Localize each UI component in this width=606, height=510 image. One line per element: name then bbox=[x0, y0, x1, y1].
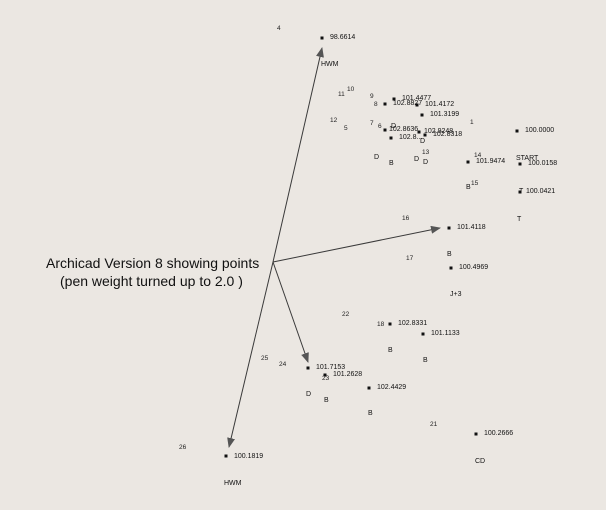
point-marker bbox=[450, 267, 453, 270]
code-label: B bbox=[368, 410, 373, 417]
code-label: D bbox=[423, 159, 428, 166]
elevation-value: 101.1133 bbox=[431, 330, 460, 337]
point-marker bbox=[467, 161, 470, 164]
point-marker bbox=[384, 129, 387, 132]
point-id: 18 bbox=[377, 321, 385, 328]
point-id: 4 bbox=[277, 25, 281, 32]
code-label: START bbox=[516, 155, 539, 162]
code-label: T bbox=[519, 188, 524, 195]
code-label: D bbox=[391, 123, 396, 130]
code-label: T bbox=[517, 216, 522, 223]
point-id: 11 bbox=[338, 91, 345, 98]
point-id: 13 bbox=[422, 149, 430, 156]
point-id: 8 bbox=[374, 101, 378, 108]
code-label: D bbox=[420, 138, 425, 145]
point-id: 23 bbox=[322, 375, 330, 382]
point-id: 5 bbox=[344, 125, 348, 132]
point-marker bbox=[368, 387, 371, 390]
point-marker bbox=[448, 227, 451, 230]
elevation-value: 100.0000 bbox=[525, 127, 554, 134]
code-label: HWM bbox=[224, 480, 242, 487]
elevation-value: 98.6614 bbox=[330, 34, 355, 41]
code-label: B bbox=[389, 160, 394, 167]
point-id: 12 bbox=[330, 117, 338, 124]
point-marker bbox=[519, 163, 522, 166]
point-id: 14 bbox=[474, 152, 482, 159]
point-id: 24 bbox=[279, 361, 287, 368]
elevation-value: 101.2628 bbox=[333, 371, 362, 378]
arrow-to-right-point bbox=[273, 228, 440, 262]
point-marker bbox=[307, 367, 310, 370]
code-label: D bbox=[414, 156, 419, 163]
code-label: D bbox=[306, 391, 311, 398]
point-id: 26 bbox=[179, 444, 187, 451]
code-label: B bbox=[324, 397, 329, 404]
code-label: J+3 bbox=[450, 291, 462, 298]
point-marker bbox=[321, 37, 324, 40]
elevation-value: 100.1819 bbox=[234, 453, 263, 460]
leader-arrows bbox=[229, 48, 440, 447]
code-label: HWM bbox=[321, 61, 339, 68]
code-label: CD bbox=[475, 458, 485, 465]
point-id: 21 bbox=[430, 421, 438, 428]
point-id: 16 bbox=[402, 215, 410, 222]
elevation-value: 102.4429 bbox=[377, 384, 406, 391]
point-id: 25 bbox=[261, 355, 269, 362]
point-id: 6 bbox=[378, 123, 382, 130]
elevation-value: 100.4969 bbox=[459, 264, 488, 271]
point-id: 17 bbox=[406, 255, 414, 262]
elevation-value: 102.8318 bbox=[433, 131, 462, 138]
point-marker bbox=[225, 455, 228, 458]
point-id: 15 bbox=[471, 180, 479, 187]
elevation-value: 101.7153 bbox=[316, 364, 345, 371]
point-marker bbox=[390, 137, 393, 140]
point-id: 9 bbox=[370, 93, 374, 100]
elevation-value: 102.8331 bbox=[398, 320, 427, 327]
elevation-value: 100.2666 bbox=[484, 430, 513, 437]
arrow-to-top-hwm bbox=[273, 48, 322, 262]
elevation-values: 98.6614 101.4477 102.8827 101.4172 101.3… bbox=[234, 34, 557, 460]
point-marker bbox=[421, 114, 424, 117]
annotation-line-1: Archicad Version 8 showing points bbox=[46, 255, 259, 271]
elevation-value: 101.9474 bbox=[476, 158, 505, 165]
point-id: 10 bbox=[347, 86, 355, 93]
point-id: 7 bbox=[370, 120, 374, 127]
elevation-value: 101.4172 bbox=[425, 101, 454, 108]
elevation-value: 101.3199 bbox=[430, 111, 459, 118]
point-id: 1 bbox=[470, 119, 474, 126]
code-label: B bbox=[466, 184, 471, 191]
point-marker bbox=[384, 103, 387, 106]
annotation-line-2: (pen weight turned up to 2.0 ) bbox=[60, 273, 243, 289]
elevation-value: 101.4118 bbox=[457, 224, 486, 231]
point-ids: 4 10 11 9 8 12 7 6 5 1 13 14 15 16 17 22… bbox=[179, 25, 482, 451]
point-id: 22 bbox=[342, 311, 350, 318]
point-marker bbox=[475, 433, 478, 436]
point-marker bbox=[422, 333, 425, 336]
elevation-value: 102.8... bbox=[399, 134, 422, 141]
elevation-value: 102.8827 bbox=[393, 100, 422, 107]
arrow-to-middle-point bbox=[273, 262, 308, 362]
code-label: B bbox=[423, 357, 428, 364]
code-label: B bbox=[447, 251, 452, 258]
point-marker bbox=[389, 323, 392, 326]
code-label: D bbox=[374, 154, 379, 161]
code-label: B bbox=[388, 347, 393, 354]
elevation-value: 100.0421 bbox=[526, 188, 555, 195]
point-marker bbox=[516, 130, 519, 133]
